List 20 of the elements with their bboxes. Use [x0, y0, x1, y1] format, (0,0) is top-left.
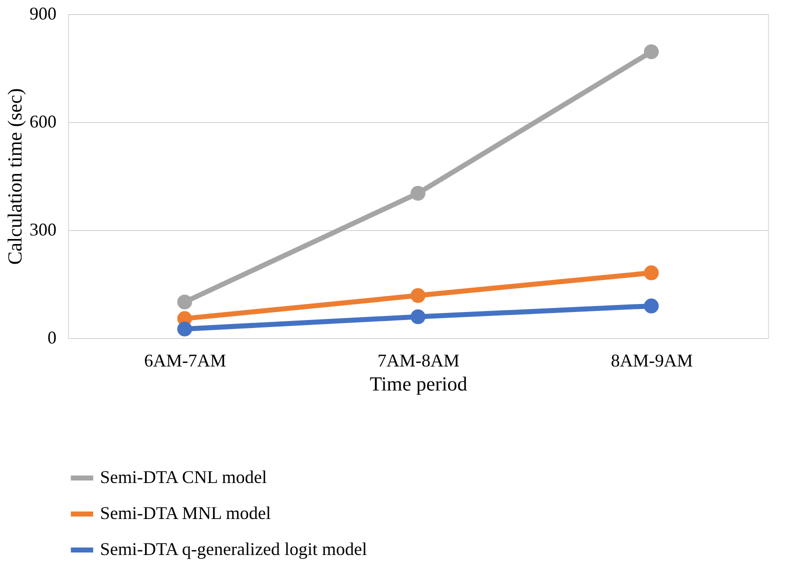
point [410, 186, 426, 201]
point [410, 288, 426, 303]
legend-label: Semi-DTA MNL model [100, 503, 271, 523]
y-tick-label: 900 [30, 4, 56, 24]
x-tick-label: 8AM-9AM [610, 350, 693, 370]
x-tick-label: 6AM-7AM [144, 350, 226, 370]
legend-label: Semi-DTA CNL model [100, 467, 267, 487]
x-tick-label: 7AM-8AM [377, 350, 460, 370]
x-axis-title: Time period [370, 374, 468, 396]
y-tick-label: 300 [30, 220, 56, 240]
point [410, 309, 426, 324]
point [644, 298, 659, 314]
point [177, 294, 192, 310]
y-tick-label: 600 [30, 112, 56, 132]
point [177, 322, 192, 336]
point [644, 265, 659, 280]
y-tick-label: 0 [48, 328, 56, 348]
point [644, 44, 659, 60]
legend-label: Semi-DTA q-generalized logit model [100, 539, 367, 559]
y-axis-title: Calculation time (sec) [4, 88, 26, 265]
